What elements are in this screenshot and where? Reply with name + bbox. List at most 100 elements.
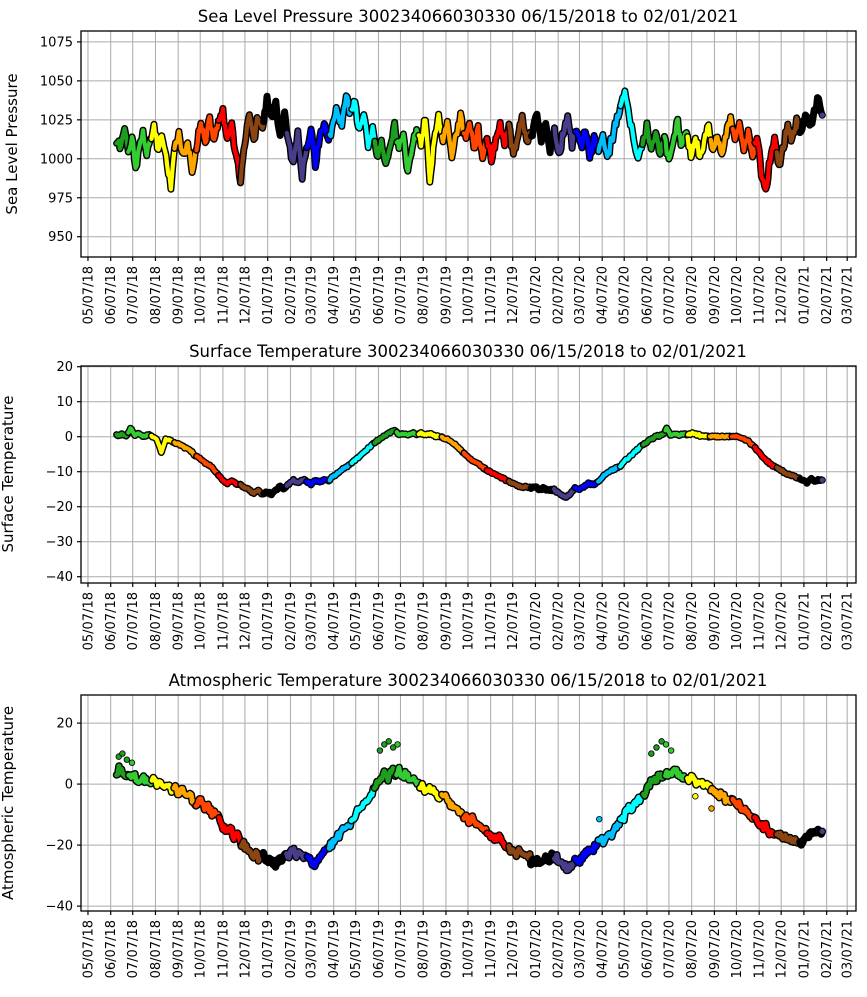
scatter-point [648,750,655,757]
x-tick-label: 06/07/20 [640,266,655,324]
series-month-segment [304,121,332,170]
x-tick-label: 06/07/18 [104,592,119,650]
x-tick-label: 07/07/18 [126,592,141,650]
series-month-segment [417,781,445,802]
series-month-segment [707,433,735,440]
scatter-point [692,793,699,800]
x-tick-label: 07/07/18 [126,266,141,324]
series-month-segment [572,837,601,866]
series-month-segment [304,844,332,869]
x-tick-label: 10/07/18 [194,592,209,650]
x-tick-label: 05/07/18 [81,920,96,978]
x-tick-label: 06/07/19 [372,592,387,650]
x-tick-label: 09/07/18 [172,920,187,978]
series-month-segment [416,430,444,439]
last-data-point [818,827,826,835]
x-tick-label: 05/07/18 [81,592,96,650]
series-month-segment [484,468,512,484]
x-tick-label: 09/07/20 [708,266,723,324]
x-tick-label: 10/07/18 [194,920,209,978]
series-month-segment [461,450,490,473]
x-tick-label: 11/07/19 [484,266,499,324]
series-month-segment [348,785,377,824]
series-month-segment [261,94,289,138]
x-tick-label: 06/07/18 [104,920,119,978]
chart-title: Surface Temperature 300234066030330 06/1… [189,342,747,361]
plot-frame [80,365,857,584]
x-tick-label: 02/07/20 [552,592,567,650]
y-axis-label: Sea Level Pressure [3,73,21,214]
scatter-point [596,815,603,823]
series-month-segment [551,485,578,500]
x-tick-label: 10/07/19 [461,920,476,978]
series-month-segment [194,454,221,478]
x-tick-label: 02/07/19 [284,592,299,650]
y-tick-label: 10 [56,395,73,410]
x-tick-label: 11/07/20 [753,266,768,324]
series-month-segment [349,440,377,466]
x-tick-label: 12/07/20 [775,920,790,978]
series-month-segment [349,99,377,150]
x-tick-label: 12/07/18 [238,592,253,650]
series-month-segment [261,483,289,497]
series-month-segment [484,120,512,165]
series-month-segment [284,128,309,182]
series-month-segment [595,816,623,847]
x-tick-label: 07/07/20 [662,266,677,324]
series-month-segment [126,128,154,170]
scatter-point [381,741,388,748]
scatter-point [653,744,660,751]
series-month-segment [394,430,421,438]
x-tick-label: 05/07/20 [618,266,633,324]
x-tick-label: 10/07/20 [730,266,745,324]
series-month-segment [461,121,490,161]
y-tick-label: −20 [46,839,73,854]
series-month-segment [126,426,154,439]
x-tick-label: 03/07/19 [304,266,319,324]
series-month-segment [640,120,667,157]
y-tick-label: −40 [46,900,73,915]
series-month-segment [617,791,646,823]
series-month-segment [528,850,557,867]
series-month-segment [194,114,221,153]
series-month-segment [752,445,780,470]
series-month-segment [439,110,466,160]
x-tick-label: 01/07/19 [261,592,276,650]
series-month-segment [439,434,466,455]
x-tick-label: 01/07/21 [797,920,812,978]
series-month-segment [238,482,266,497]
series-month-segment [552,113,578,155]
series-month-segment [662,117,690,162]
series-month-segment [461,812,490,836]
series-month-segment [260,850,289,870]
series-month-segment [149,122,177,192]
y-tick-label: 0 [65,778,73,793]
y-tick-label: 20 [56,360,73,375]
x-tick-label: 09/07/19 [439,266,454,324]
scatter-point [394,741,401,748]
x-tick-label: 01/07/19 [261,920,276,978]
x-tick-label: 09/07/20 [708,592,723,650]
x-tick-label: 08/07/19 [417,592,432,650]
series-month-segment [573,129,601,161]
x-tick-label: 04/07/20 [596,592,611,650]
x-tick-label: 05/07/19 [349,266,364,324]
x-tick-label: 07/07/20 [662,920,677,978]
x-tick-label: 12/07/18 [238,266,253,324]
series-month-segment [394,127,421,174]
y-tick-label: −10 [46,465,73,480]
x-tick-label: 05/07/20 [618,920,633,978]
x-tick-label: 01/07/21 [797,592,812,650]
y-tick-label: −20 [46,500,73,515]
x-tick-label: 05/07/19 [349,920,364,978]
x-tick-label: 09/07/19 [439,592,454,650]
x-tick-label: 02/07/21 [820,266,835,324]
x-tick-label: 11/07/20 [753,592,768,650]
series-month-segment [663,766,690,782]
series-month-segment [304,477,332,487]
x-tick-label: 08/07/18 [149,592,164,650]
x-tick-label: 06/07/20 [640,592,655,650]
last-data-point [818,111,826,119]
x-tick-label: 11/07/18 [216,592,231,650]
